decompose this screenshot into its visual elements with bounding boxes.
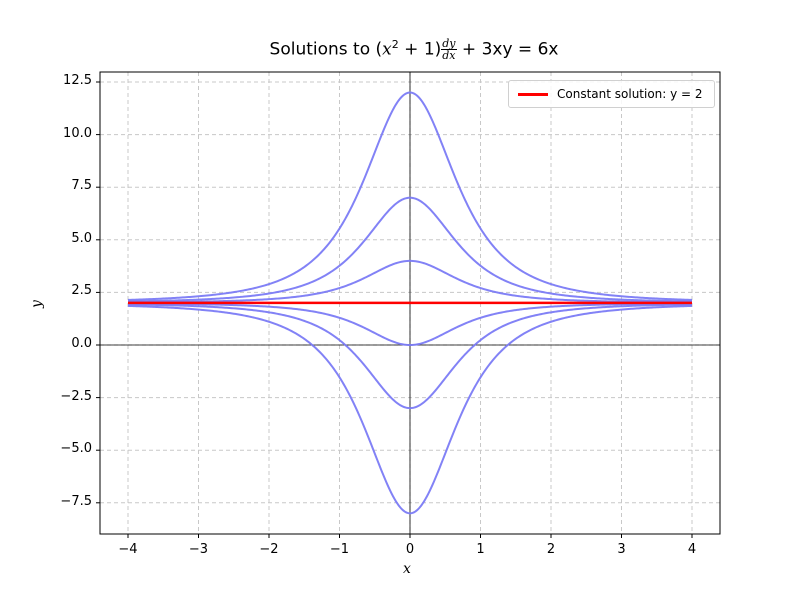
x-axis-label: x (403, 561, 411, 577)
y-tick-label: 7.5 (71, 178, 92, 194)
x-tick-label: 2 (546, 542, 556, 557)
solution-curve (127, 304, 693, 515)
derivative-denominator: dx (442, 49, 456, 63)
y-axis-label: y (28, 300, 45, 308)
y-tick-label: −5.0 (60, 441, 92, 457)
legend: Constant solution: y = 2 (508, 80, 715, 108)
x-tick-label: 3 (617, 542, 626, 557)
y-tick-label: 5.0 (71, 230, 92, 246)
x-tick-label: 4 (687, 542, 697, 557)
title-plus-one: + 1) (398, 39, 442, 60)
solution-curve (127, 303, 693, 410)
x-tick-label: −2 (259, 542, 279, 557)
title-exponent: 2 (391, 38, 399, 51)
legend-label: Constant solution: y = 2 (557, 87, 703, 101)
solution-curve (127, 302, 693, 347)
solution-curve (127, 196, 693, 303)
y-tick-label: −2.5 (60, 388, 92, 404)
x-tick-label: −4 (118, 542, 138, 557)
title-suffix: + 3xy = 6x (456, 39, 559, 60)
y-tick-label: 10.0 (63, 125, 92, 141)
title-x: x (382, 39, 392, 60)
y-tick-label: 12.5 (63, 73, 92, 88)
solution-curve (127, 91, 693, 301)
solution-curves (127, 91, 693, 515)
y-tick-label: 2.5 (71, 283, 92, 299)
y-tick-label: 0.0 (71, 336, 92, 351)
x-tick-label: 1 (476, 542, 485, 557)
solution-curve (127, 259, 693, 304)
y-tick-label: −7.5 (60, 493, 92, 509)
chart-title: Solutions to (x2 + 1) dy dx + 3xy = 6x (0, 38, 800, 61)
tick-marks (96, 81, 693, 538)
derivative-numerator: dy (441, 37, 457, 51)
x-tick-label: 0 (405, 542, 415, 557)
legend-swatch-red-line (518, 93, 548, 96)
title-prefix: Solutions to ( (269, 39, 383, 60)
x-tick-label: −1 (329, 542, 350, 557)
x-tick-label: −3 (188, 542, 209, 557)
title-derivative: dy dx (441, 37, 457, 63)
